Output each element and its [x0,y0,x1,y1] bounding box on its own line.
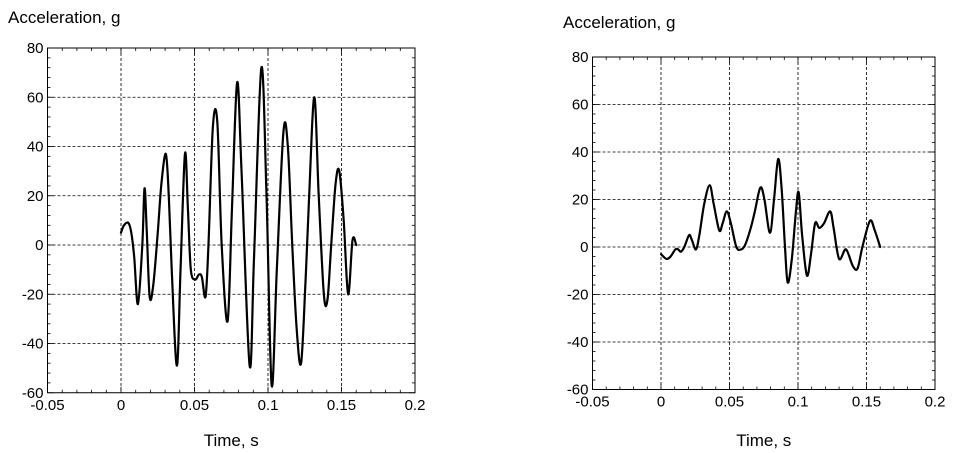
grid [592,57,935,390]
x-tick-label: 0.2 [405,397,426,414]
x-tick-label: 0.05 [715,394,744,411]
x-tick-label: 0 [657,394,665,411]
x-axis-title: Time, s [736,431,791,450]
y-tick-label: -20 [567,287,589,304]
y-tick-label: 40 [27,139,44,156]
chart-panel-right: -0.05 0 0.05 0.1 0.15 0.2 80 60 40 20 0 -20 -40 -60 Ac… [480,0,961,453]
acceleration-chart-left: -0.05 0 0.05 0.1 0.15 0.2 80 60 40 20 0 -20 -40 -60 Ac… [8,8,426,450]
x-tick-label: 0.05 [180,397,209,414]
axis-ticks [47,47,416,394]
grid [47,48,415,393]
y-tick-label: -20 [22,286,44,303]
x-tick-label: 0.15 [327,397,356,414]
y-tick-label: -60 [22,385,44,402]
x-tick-label: 0 [117,397,125,414]
y-tick-label: 80 [27,40,44,57]
y-tick-label: 0 [35,237,43,254]
y-tick-label: 80 [572,49,589,66]
y-tick-label: -60 [567,382,589,399]
plot-frame [47,47,416,394]
x-tick-label: 0.2 [925,394,946,411]
y-tick-label: 40 [572,144,589,161]
series-line [119,65,358,388]
axis-ticks [592,56,936,390]
y-tick-label: 0 [580,239,588,256]
x-tick-label: -0.05 [30,397,64,414]
x-tick-label: -0.05 [575,394,609,411]
series-line [659,158,882,284]
y-tick-label: 60 [27,89,44,106]
y-tick-label: 20 [27,188,44,205]
y-tick-label: 60 [572,97,589,114]
plot-frame [592,56,936,390]
y-tick-label: 20 [572,192,589,209]
x-tick-label: 0.15 [852,394,881,411]
x-tick-label: 0.1 [258,397,279,414]
acceleration-chart-right: -0.05 0 0.05 0.1 0.15 0.2 80 60 40 20 0 -20 -40 -60 Ac… [563,13,946,450]
y-tick-label: -40 [567,334,589,351]
x-tick-label: 0.1 [788,394,809,411]
chart-panel-left: -0.05 0 0.05 0.1 0.15 0.2 80 60 40 20 0 -20 -40 -60 Ac… [0,0,480,453]
x-axis-title: Time, s [204,431,259,450]
y-axis-title: Acceleration, g [563,13,675,32]
y-axis-title: Acceleration, g [8,8,120,27]
y-tick-label: -40 [22,336,44,353]
